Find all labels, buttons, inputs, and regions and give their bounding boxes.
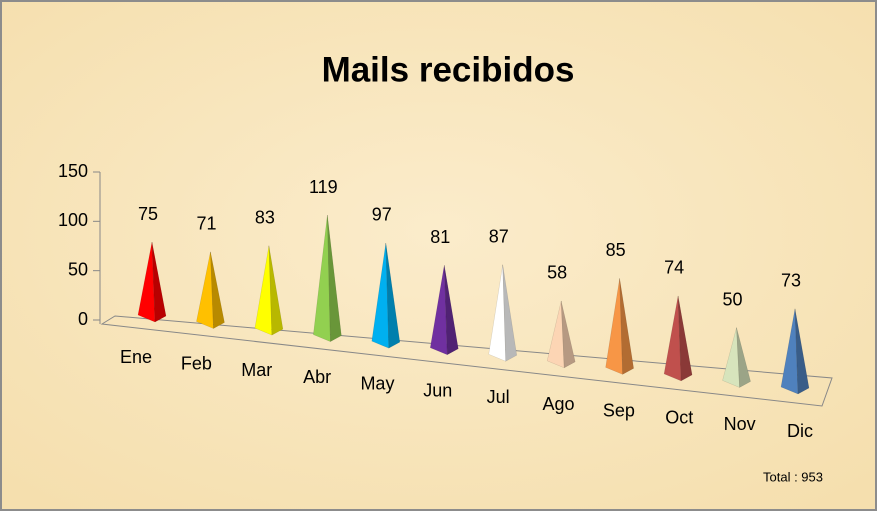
value-label: 50	[723, 289, 743, 309]
pyramid-face	[722, 327, 740, 388]
pyramid-shade	[444, 265, 459, 355]
pyramid-side	[794, 308, 810, 395]
y-tick-label: 50	[68, 259, 88, 279]
value-label: 58	[547, 263, 567, 283]
pyramid-shade	[619, 278, 634, 375]
value-label: 85	[606, 240, 626, 260]
pyramid-side	[327, 214, 342, 343]
pyramid-shade	[736, 327, 751, 388]
annotation: Total : 953	[763, 469, 823, 484]
pyramid-shade	[327, 215, 342, 342]
pyramid-face	[313, 214, 331, 343]
y-tick-label: 0	[78, 309, 88, 329]
pyramid-face	[488, 264, 506, 362]
pyramid-side	[677, 295, 693, 382]
value-label: 75	[138, 204, 158, 224]
x-tick-label: Mar	[241, 360, 272, 380]
pyramid-shade	[678, 295, 693, 381]
pyramid-shade	[795, 308, 809, 394]
pyramid-face	[371, 242, 390, 349]
pyramid-side	[736, 327, 751, 388]
x-tick-label: Jun	[423, 380, 452, 400]
y-tick-label: 100	[58, 210, 88, 230]
value-label: 97	[372, 205, 392, 225]
x-tick-label: Dic	[787, 421, 813, 441]
value-label: 74	[664, 258, 684, 278]
pyramid-side	[268, 245, 284, 336]
pyramid-face	[429, 265, 448, 356]
value-label: 81	[430, 227, 450, 247]
value-label: 119	[309, 177, 338, 197]
value-label: 71	[196, 214, 216, 234]
x-tick-label: Ene	[120, 347, 152, 367]
pyramid-side	[151, 241, 167, 323]
pyramid-shade	[268, 245, 283, 336]
pyramid-side	[560, 300, 576, 369]
x-tick-label: Jul	[487, 387, 510, 407]
value-label: 87	[489, 227, 509, 247]
pyramid-shade	[210, 251, 225, 329]
pyramid-shade	[561, 300, 576, 368]
pyramid-side	[444, 265, 459, 356]
x-tick-label: Ago	[543, 394, 575, 414]
pyramid-shade	[385, 242, 400, 349]
x-tick-label: Oct	[665, 407, 693, 427]
value-label: 83	[255, 207, 275, 227]
x-tick-label: Feb	[181, 353, 212, 373]
x-tick-label: Sep	[603, 401, 635, 421]
floor	[100, 315, 833, 407]
value-label: 73	[781, 271, 801, 291]
pyramid-shade	[502, 264, 517, 362]
pyramid-side	[502, 264, 518, 362]
x-tick-label: May	[360, 374, 394, 394]
pyramid-side	[619, 278, 634, 375]
y-tick-label: 150	[58, 161, 88, 181]
pyramid-side	[210, 251, 225, 329]
chart-title: Mails recibidos	[322, 50, 575, 89]
pyramid-face	[663, 295, 682, 382]
pyramid-side	[385, 242, 401, 349]
x-tick-label: Abr	[303, 367, 331, 387]
pyramid-shade	[152, 242, 166, 322]
x-tick-label: Nov	[724, 414, 756, 434]
